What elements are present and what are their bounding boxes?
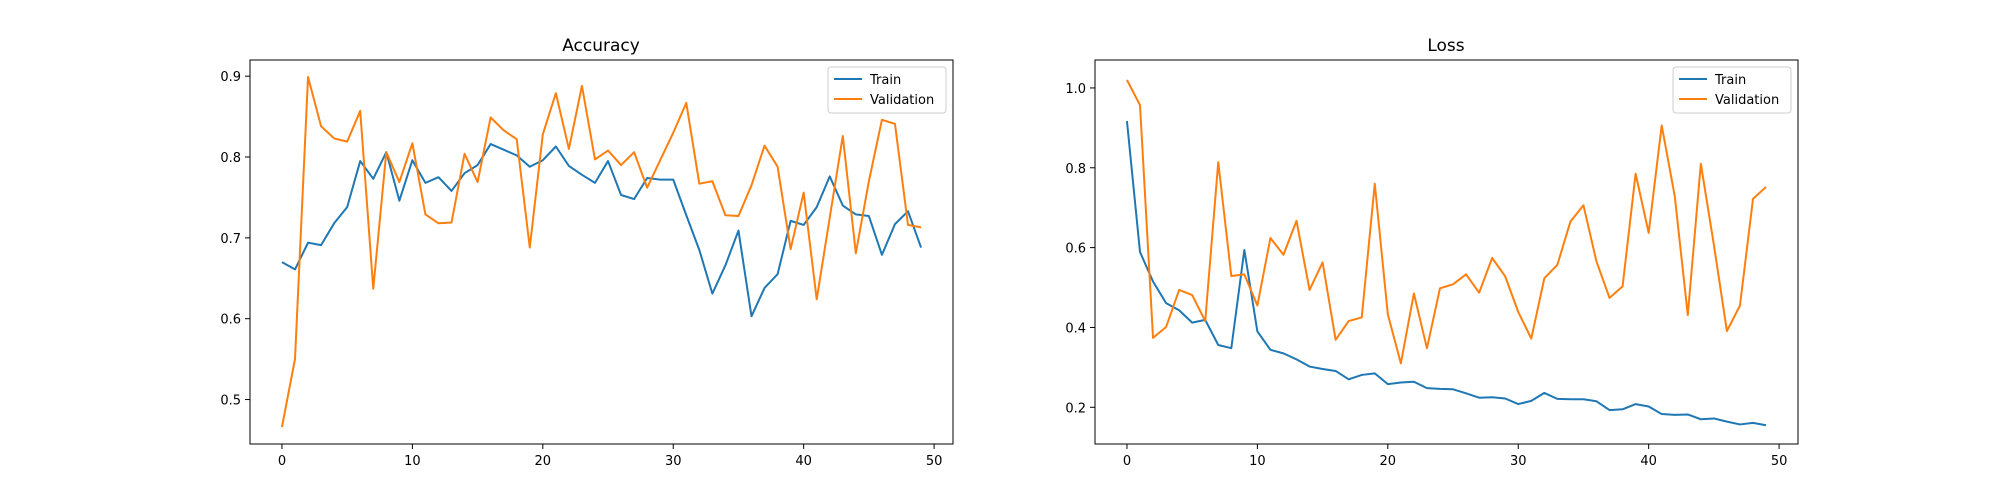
loss-legend: Train Validation: [1672, 66, 1792, 114]
accuracy-chart-title: Accuracy: [562, 36, 640, 56]
accuracy-x-tick-label: 0: [278, 454, 286, 469]
accuracy-y-tick-label: 0.5: [220, 394, 241, 409]
accuracy-axes-frame: [249, 59, 954, 445]
loss-x-tick-label: 20: [1380, 454, 1397, 469]
loss-chart: Loss 0 10 20 30 40 50 0.2 0.4 0.6 0.8 1.0 Train Va…: [1065, 36, 1799, 469]
loss-train-line: [1125, 120, 1767, 427]
accuracy-legend: Train Validation: [827, 66, 947, 114]
accuracy-y-tick-label: 0.8: [220, 151, 241, 166]
loss-axes-frame: [1094, 59, 1799, 445]
loss-x-tick-label: 40: [1640, 454, 1657, 469]
loss-y-tick-label: 0.4: [1065, 321, 1086, 336]
loss-validation-line: [1126, 79, 1767, 365]
accuracy-train-line: [281, 143, 922, 318]
loss-x-tick-label: 10: [1249, 454, 1266, 469]
loss-x-tick-label: 30: [1510, 454, 1527, 469]
loss-y-tick-label: 1.0: [1065, 82, 1086, 97]
accuracy-legend-validation-label: Validation: [870, 93, 934, 108]
loss-y-tick-label: 0.8: [1065, 162, 1086, 177]
accuracy-y-tick-label: 0.7: [220, 232, 241, 247]
accuracy-y-tick-label: 0.6: [220, 313, 241, 328]
loss-chart-title: Loss: [1427, 36, 1464, 56]
accuracy-x-tick-label: 10: [404, 454, 421, 469]
loss-x-tick-label: 50: [1771, 454, 1788, 469]
loss-plot-area: 0 10 20 30 40 50 0.2 0.4 0.6 0.8 1.0: [1065, 59, 1799, 469]
loss-x-tick-label: 0: [1123, 454, 1131, 469]
accuracy-chart: Accuracy 0 10 20 30 40 50 0.5 0.6 0.7 0.8 0.9 Trai…: [220, 36, 954, 469]
accuracy-x-tick-label: 40: [795, 454, 812, 469]
loss-y-tick-label: 0.6: [1065, 242, 1086, 257]
accuracy-x-tick-label: 20: [535, 454, 552, 469]
loss-y-tick-label: 0.2: [1065, 401, 1086, 416]
loss-legend-train-label: Train: [1714, 73, 1746, 88]
accuracy-x-tick-label: 30: [665, 454, 682, 469]
accuracy-x-tick-label: 50: [926, 454, 943, 469]
accuracy-validation-line: [280, 75, 922, 428]
accuracy-y-tick-label: 0.9: [220, 70, 241, 85]
accuracy-legend-train-label: Train: [869, 73, 901, 88]
loss-legend-validation-label: Validation: [1715, 93, 1779, 108]
accuracy-plot-area: 0 10 20 30 40 50 0.5 0.6 0.7 0.8 0.9: [220, 59, 954, 469]
